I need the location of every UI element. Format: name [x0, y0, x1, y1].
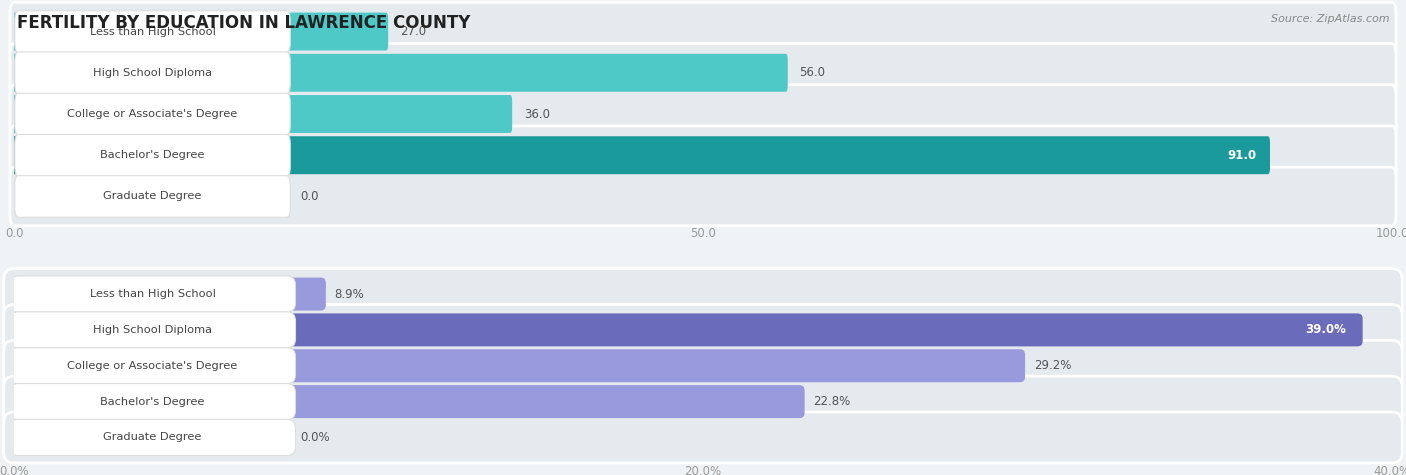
Text: 29.2%: 29.2% — [1033, 359, 1071, 372]
FancyBboxPatch shape — [10, 419, 295, 456]
Text: 0.0: 0.0 — [301, 190, 319, 203]
Text: Less than High School: Less than High School — [90, 289, 215, 299]
Text: Bachelor's Degree: Bachelor's Degree — [100, 397, 205, 407]
FancyBboxPatch shape — [14, 134, 290, 176]
FancyBboxPatch shape — [10, 167, 1396, 226]
Text: Bachelor's Degree: Bachelor's Degree — [100, 150, 205, 160]
Text: 0.0%: 0.0% — [301, 431, 330, 444]
FancyBboxPatch shape — [8, 277, 326, 311]
Text: High School Diploma: High School Diploma — [93, 68, 212, 78]
Text: 8.9%: 8.9% — [335, 287, 364, 301]
Text: FERTILITY BY EDUCATION IN LAWRENCE COUNTY: FERTILITY BY EDUCATION IN LAWRENCE COUNT… — [17, 14, 470, 32]
FancyBboxPatch shape — [13, 136, 1270, 174]
FancyBboxPatch shape — [14, 93, 290, 135]
Text: Graduate Degree: Graduate Degree — [104, 432, 201, 442]
Text: 22.8%: 22.8% — [813, 395, 851, 408]
Text: 91.0: 91.0 — [1227, 149, 1257, 162]
FancyBboxPatch shape — [10, 348, 295, 384]
Text: 36.0: 36.0 — [524, 107, 550, 121]
FancyBboxPatch shape — [8, 385, 804, 418]
FancyBboxPatch shape — [14, 52, 290, 94]
FancyBboxPatch shape — [10, 85, 1396, 143]
FancyBboxPatch shape — [10, 383, 295, 420]
FancyBboxPatch shape — [14, 11, 290, 52]
FancyBboxPatch shape — [10, 2, 1396, 61]
FancyBboxPatch shape — [10, 312, 295, 348]
Text: 39.0%: 39.0% — [1306, 323, 1347, 336]
Text: 27.0: 27.0 — [399, 25, 426, 38]
FancyBboxPatch shape — [8, 314, 1362, 346]
FancyBboxPatch shape — [4, 268, 1402, 320]
FancyBboxPatch shape — [13, 12, 388, 50]
FancyBboxPatch shape — [10, 276, 295, 312]
Text: Less than High School: Less than High School — [90, 27, 215, 37]
FancyBboxPatch shape — [4, 304, 1402, 355]
FancyBboxPatch shape — [10, 126, 1396, 184]
Text: College or Associate's Degree: College or Associate's Degree — [67, 361, 238, 371]
FancyBboxPatch shape — [10, 44, 1396, 102]
FancyBboxPatch shape — [4, 376, 1402, 427]
FancyBboxPatch shape — [4, 412, 1402, 463]
FancyBboxPatch shape — [13, 95, 512, 133]
FancyBboxPatch shape — [14, 176, 290, 217]
FancyBboxPatch shape — [13, 54, 787, 92]
Text: 56.0: 56.0 — [800, 66, 825, 79]
Text: High School Diploma: High School Diploma — [93, 325, 212, 335]
Text: Graduate Degree: Graduate Degree — [104, 191, 201, 201]
FancyBboxPatch shape — [4, 340, 1402, 391]
FancyBboxPatch shape — [8, 349, 1025, 382]
Text: College or Associate's Degree: College or Associate's Degree — [67, 109, 238, 119]
Text: Source: ZipAtlas.com: Source: ZipAtlas.com — [1271, 14, 1389, 24]
